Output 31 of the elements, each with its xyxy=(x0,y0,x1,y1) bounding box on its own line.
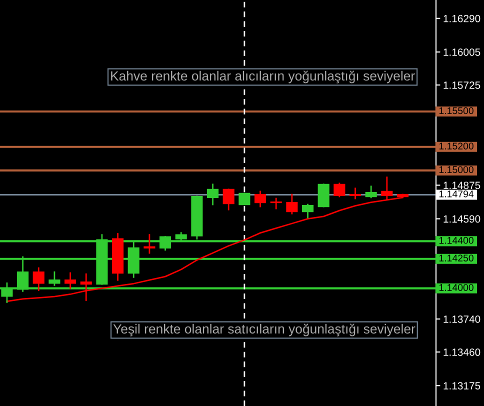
candlestick xyxy=(318,184,330,208)
y-tick-label: 1.13460 xyxy=(444,348,480,356)
candlestick xyxy=(238,192,250,206)
y-tick-label: 1.16290 xyxy=(444,14,480,22)
annotation: Yeşil renkte olanlar satıcıların yoğunlaştığı seviyeler xyxy=(113,324,416,336)
candlestick xyxy=(206,184,219,206)
candlestick xyxy=(32,267,44,291)
ref-line-label: 1.14000 xyxy=(439,284,474,291)
candlestick xyxy=(334,182,346,198)
ref-line-label: 1.14250 xyxy=(439,254,474,262)
candlestick xyxy=(286,194,298,214)
candlestick xyxy=(254,190,266,208)
candlestick xyxy=(302,204,314,218)
ref-line-label: 1.14794 xyxy=(439,190,474,198)
ref-line-label: 1.15500 xyxy=(439,107,474,114)
y-tick-label: 1.15725 xyxy=(444,81,480,89)
y-tick-label: 1.13175 xyxy=(444,382,480,390)
y-tick-label: 1.13740 xyxy=(444,316,480,323)
y-tick-label: 1.14590 xyxy=(444,215,480,223)
y-tick-label: 1.16005 xyxy=(444,48,480,56)
candlestick xyxy=(349,188,362,200)
candlestick xyxy=(365,186,377,198)
candlestick xyxy=(144,234,156,254)
annotation: Kahve renkte olanlar alıcıların yoğunlaştığı seviyeler xyxy=(111,70,415,84)
ref-line-label: 1.15200 xyxy=(439,142,474,150)
y-tick-label: 1.14875 xyxy=(444,182,480,190)
ref-line-label: 1.14400 xyxy=(439,236,474,244)
candlestick xyxy=(270,198,282,210)
candlestick xyxy=(64,272,76,289)
ref-line-label: 1.15000 xyxy=(439,166,474,174)
candlestick xyxy=(222,188,234,210)
